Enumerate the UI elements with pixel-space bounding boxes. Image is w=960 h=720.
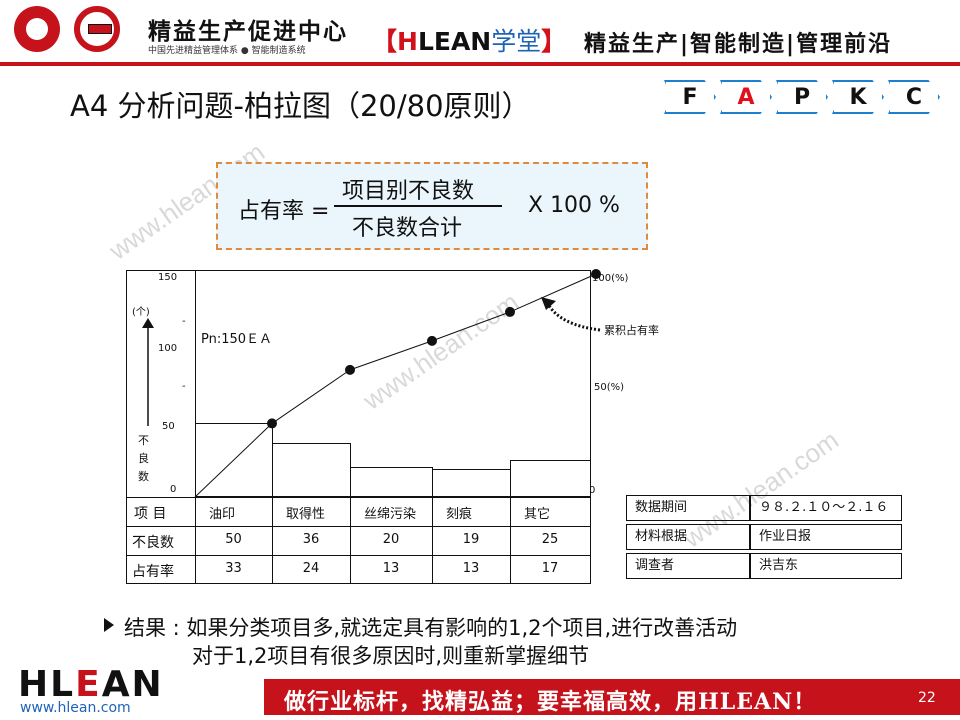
y-tick-mark: - [182,381,186,392]
cumulative-label: 累积占有率 [604,324,659,337]
table-cell: 33 [225,561,242,576]
result-line-1: 结果 : 如果分类项目多,就选定具有影响的1,2个项目,进行改善活动 [124,616,738,640]
y-tick-label: 100 [158,343,178,354]
info-value: 作业日报 [750,524,902,550]
y-tick-label: 50 [162,421,175,432]
step-c: C [888,80,940,114]
step-p: P [776,80,828,114]
cumulative-segment [194,423,273,498]
brand-name: 精益生产促进中心 [148,19,348,45]
logo-mark [14,6,60,52]
cumulative-segment [271,369,351,424]
table-divider [126,526,591,527]
table-cell: 24 [302,561,320,576]
footer-logo: HLEAN [18,664,164,705]
info-value: ９８.２.１０～２.１６ [750,495,902,521]
footer-url[interactable]: www.hlean.com [20,700,131,716]
formula-multiplier: X 100 % [528,193,620,218]
cumulative-segment [509,273,597,313]
footer-slogan: 做行业标杆，找精弘益；要幸福高效，用HLEAN！ [284,689,817,715]
table-cell: 36 [302,532,320,547]
info-key: 数据期间 [626,495,750,521]
y2-zero-label: 0 [589,485,596,496]
hlean-school-label: 【HLEAN学堂】 [372,27,567,56]
cumulative-point-1 [345,364,355,375]
bar-1 [272,443,351,497]
cumulative-point-3 [505,306,515,317]
info-key: 材料根据 [626,524,750,550]
y2-mid-label: 50(%) [594,382,625,393]
table-divider [510,497,511,584]
table-cell: 19 [462,532,480,547]
y-tick-label: 0 [170,484,177,495]
cumulative-point-0 [267,418,277,429]
row-label-count: 不良数 [132,535,174,551]
step-indicator: F A P K C [664,80,944,116]
cumulative-point-4 [591,269,601,279]
slide-title: A4 分析问题-柏拉图（20/80原则） [70,89,531,123]
table-cell: 13 [382,561,400,576]
table-cell: 20 [382,532,400,547]
table-cell: 丝绵污染 [364,507,417,522]
y-axis-label: 不良数 [138,434,149,483]
cumulative-segment [431,311,511,342]
table-cell: 油印 [209,507,236,522]
table-cell: 刻痕 [446,507,473,522]
header-divider [0,62,960,66]
result-line-2: 对于1,2项目有很多原因时,则重新掌握细节 [192,644,590,668]
pareto-chart [126,270,591,584]
y-tick-mark: - [182,316,186,327]
table-cell: 25 [541,532,559,547]
table-cell: 17 [541,561,559,576]
bar-3 [432,468,511,497]
table-divider [350,497,351,584]
table-divider [272,497,273,584]
table-cell: 其它 [524,507,551,522]
bullet-arrow-icon [104,618,114,632]
y-axis-unit: (个) [132,307,150,318]
formula-lhs: 占有率 = [238,199,330,224]
cumulative-point-2 [427,335,437,346]
bar-4 [510,459,591,497]
logo-mark [74,6,120,52]
formula-box [216,162,648,250]
page-number: 22 [918,690,936,706]
formula-denominator: 不良数合计 [352,216,463,241]
info-key: 调查者 [626,553,750,579]
y-tick-label: 150 [158,272,178,283]
table-cell: 取得性 [286,507,326,522]
callout-arrowhead [541,297,556,310]
info-value: 洪吉东 [750,553,902,579]
table-divider [126,555,591,556]
up-arrow-icon [142,318,154,426]
step-f: F [664,80,716,114]
pn-label: Pn:150ＥＡ [201,332,273,347]
callout-arrow [546,303,601,332]
footer-bar [264,679,960,715]
cumulative-segment [349,340,433,371]
brand-subtitle: 中国先进精益管理体系 ● 智能制造系统 [148,46,306,56]
table-divider [126,497,591,498]
row-label-item: 项 目 [134,506,167,522]
table-divider [432,497,433,584]
bar-2 [350,467,433,497]
fraction-line [334,205,502,207]
step-k: K [832,80,884,114]
row-label-share: 占有率 [132,564,174,580]
y2-top-label: 100(%) [592,273,629,284]
table-cell: 50 [225,532,242,547]
formula-numerator: 项目别不良数 [342,179,475,204]
header-tagline: 精益生产|智能制造|管理前沿 [584,32,893,57]
table-cell: 13 [462,561,480,576]
